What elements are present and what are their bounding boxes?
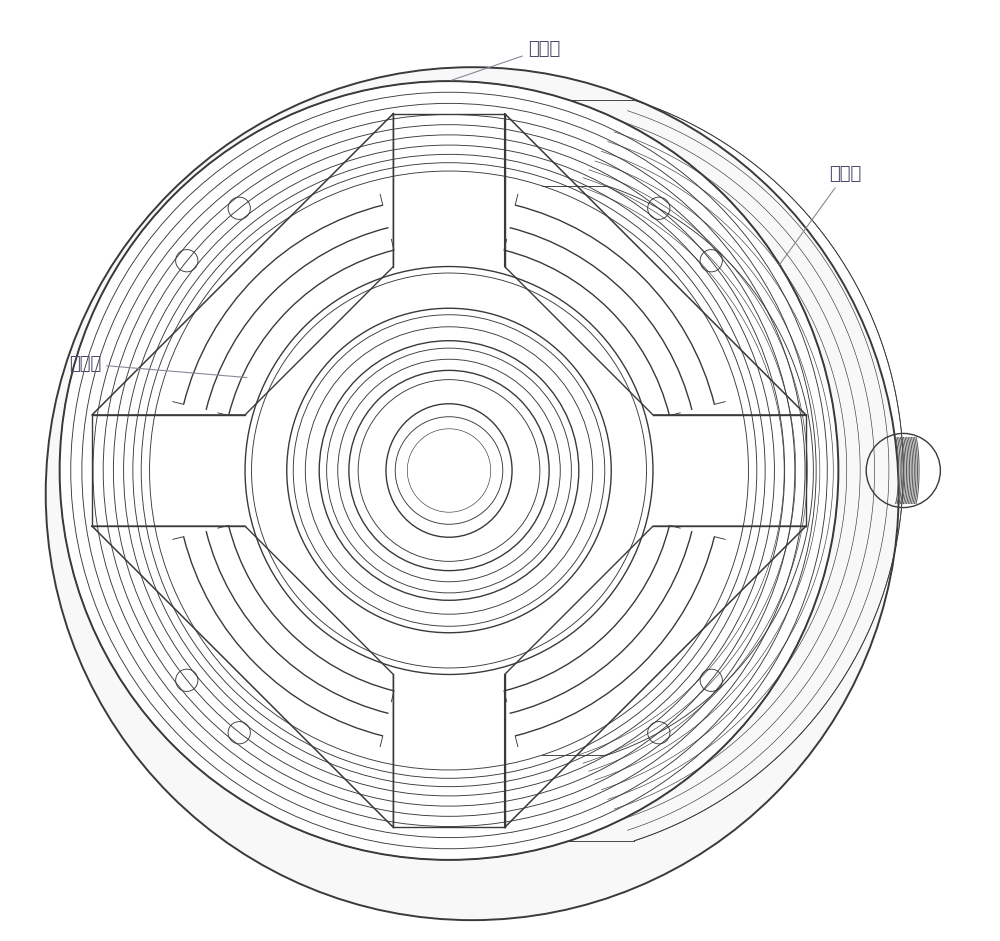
Text: 离心体: 离心体	[452, 40, 560, 80]
Text: 主动件: 主动件	[69, 355, 247, 377]
Text: 从动件: 从动件	[780, 165, 861, 264]
Ellipse shape	[60, 81, 838, 860]
Ellipse shape	[46, 67, 899, 920]
Ellipse shape	[55, 76, 843, 865]
Ellipse shape	[386, 404, 512, 537]
